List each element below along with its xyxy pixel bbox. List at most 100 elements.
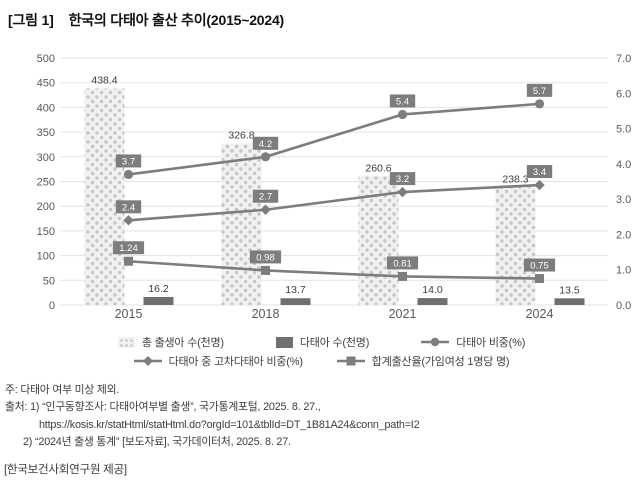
note-line: 주: 다태아 여부 미상 제외.	[5, 384, 120, 396]
solid-bar-swatch-icon	[275, 336, 293, 348]
legend-label: 다태아 중 고차다태아 비중(%)	[168, 356, 303, 368]
left-axis-tick-label: 350	[37, 127, 55, 139]
value-callout-text: 3.7	[122, 156, 135, 167]
left-axis-tick-label: 50	[43, 275, 55, 287]
bar-value-label: 14.0	[422, 284, 443, 296]
value-callout-text: 3.4	[533, 167, 546, 178]
value-callout-box	[389, 94, 416, 108]
combo-chart: 0 50 100 150 200 250 300 350 400 450 500 0.0 1.0 2.0 3…	[37, 53, 632, 321]
legend-item-total-births: 총 출생아 수(천명)	[117, 334, 224, 350]
right-axis-tick-label: 2.0	[616, 229, 631, 241]
value-callout-box	[252, 136, 279, 150]
left-axis-tick-label: 500	[37, 53, 55, 65]
left-axis-tick-label: 300	[37, 152, 55, 164]
legend-label: 다태아 수(천명)	[299, 337, 370, 349]
value-callout-box	[526, 165, 553, 179]
value-callout-box	[115, 154, 142, 168]
value-callout-text: 5.4	[396, 96, 409, 107]
value-callout-text: 3.2	[396, 174, 409, 185]
value-callout-box	[389, 172, 416, 186]
bar-total-births-2015	[84, 88, 125, 305]
value-callout-box	[249, 250, 282, 264]
left-axis-tick-label: 400	[37, 102, 55, 114]
source-line-2: 2) “2024년 출생 통계” [보도자료], 국가데이터처, 2025. 8…	[23, 436, 291, 449]
x-axis-category-label: 2015	[115, 307, 143, 321]
square-marker	[535, 274, 544, 284]
left-axis-tick-label: 100	[37, 251, 55, 263]
value-callout-box	[115, 200, 142, 214]
legend-item-multiple-births: 다태아 수(천명)	[275, 334, 370, 350]
chart-canvas: 0 50 100 150 200 250 300 350 400 450 500 0.0 1.0 2.0 3…	[0, 45, 643, 330]
square-marker	[398, 271, 407, 281]
line-diamond-marker-icon	[133, 356, 162, 366]
value-callout-text: 5.7	[533, 86, 546, 97]
x-axis-category-label: 2021	[389, 307, 417, 321]
square-marker	[261, 265, 270, 275]
bar-multiple-births-2021	[417, 298, 448, 305]
right-axis-tick-label: 6.0	[616, 88, 631, 100]
left-axis-tick-label: 0	[49, 300, 55, 312]
bar-multiple-births-2015	[143, 296, 174, 305]
figure-title-text: 한국의 다태아 출산 추이(2015~2024)	[68, 12, 285, 28]
diamond-marker	[260, 204, 271, 215]
bar-total-births-2024	[495, 187, 536, 305]
value-callout-text: 0.81	[393, 258, 412, 269]
source-line: 출처: 1) “인구동향조사: 다태아여부별 출생”, 국가통계포털, 2025…	[5, 401, 321, 414]
bar-multiple-births-2024	[554, 298, 585, 305]
figure-title-tag: [그림 1]	[8, 12, 54, 28]
circle-marker	[397, 109, 408, 120]
circle-marker	[123, 169, 134, 180]
value-callout-box	[252, 189, 279, 203]
value-callout-text: 2.4	[122, 202, 135, 213]
bar-value-label: 326.8	[228, 130, 254, 142]
right-axis-tick-label: 5.0	[616, 124, 631, 136]
square-marker	[124, 256, 133, 266]
bar-value-label: 13.7	[285, 284, 306, 296]
circle-marker	[534, 99, 545, 109]
right-axis-tick-label: 0.0	[616, 300, 631, 312]
bar-value-label: 16.2	[148, 283, 169, 295]
value-callout-text: 1.24	[119, 243, 138, 254]
value-callout-text: 0.75	[530, 261, 549, 272]
line-circle-marker-icon	[421, 337, 450, 347]
footnotes: 주: 다태아 여부 미상 제외. 출처: 1) “인구동향조사: 다태아여부별 …	[5, 382, 638, 452]
legend-item-total-fertility-rate: 합계출산율(가임여성 1명당 명)	[336, 353, 510, 369]
value-callout-text: 2.7	[259, 192, 272, 203]
figure-title: [그림 1] 한국의 다태아 출산 추이(2015~2024)	[8, 10, 284, 30]
circle-marker	[260, 152, 271, 162]
line-series-2	[128, 259, 540, 280]
bar-value-label: 438.4	[91, 74, 117, 86]
left-axis-tick-label: 200	[37, 201, 55, 213]
diamond-marker	[123, 215, 134, 226]
value-callout-box	[112, 241, 145, 255]
value-callout-box	[386, 256, 419, 270]
right-axis-tick-label: 7.0	[616, 53, 631, 65]
legend-item-higher-order-ratio: 다태아 중 고차다태아 비중(%)	[133, 353, 303, 369]
bar-multiple-births-2018	[280, 298, 311, 305]
right-axis-tick-label: 1.0	[616, 265, 631, 277]
left-axis-tick-label: 450	[37, 78, 55, 90]
line-series-0	[128, 102, 540, 176]
legend-item-multiple-ratio: 다태아 비중(%)	[421, 334, 525, 350]
bar-value-label: 238.3	[502, 173, 528, 185]
left-axis-tick-label: 150	[37, 226, 55, 238]
x-axis-category-label: 2018	[252, 307, 280, 321]
value-callout-text: 4.2	[259, 139, 272, 150]
provider-credit: [한국보건사회연구원 제공]	[4, 463, 127, 476]
left-axis-tick-label: 250	[37, 177, 55, 189]
value-callout-box	[526, 83, 553, 97]
chart-legend-row-2: 다태아 중 고차다태아 비중(%) 합계출산율(가임여성 1명당 명)	[0, 353, 643, 369]
bar-value-label: 13.5	[559, 284, 580, 296]
line-square-marker-icon	[336, 356, 365, 366]
bar-value-label: 260.6	[365, 162, 391, 174]
dotted-bar-swatch-icon	[117, 336, 135, 348]
legend-label: 총 출생아 수(천명)	[141, 337, 224, 349]
diamond-marker	[534, 179, 545, 191]
chart-legend-row-1: 총 출생아 수(천명) 다태아 수(천명) 다태아 비중(%)	[0, 334, 643, 350]
line-series-1	[128, 183, 540, 222]
right-axis-tick-label: 4.0	[616, 159, 631, 171]
right-axis-tick-label: 3.0	[616, 194, 631, 206]
bar-total-births-2018	[221, 143, 262, 305]
legend-label: 다태아 비중(%)	[456, 337, 526, 349]
value-callout-text: 0.98	[256, 252, 275, 263]
